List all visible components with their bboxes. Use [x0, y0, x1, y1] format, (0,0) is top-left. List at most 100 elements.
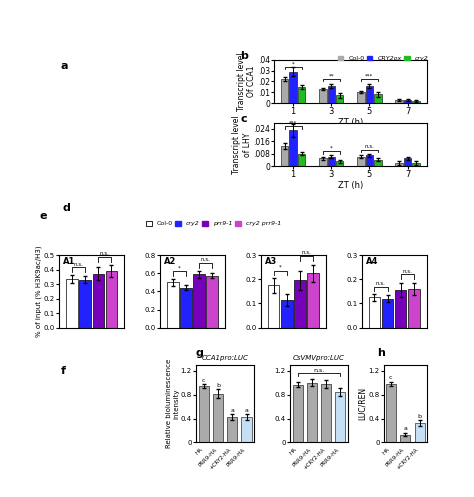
Bar — [227, 417, 237, 442]
Text: a: a — [245, 408, 248, 413]
Text: A4: A4 — [365, 257, 378, 266]
Text: a: a — [230, 408, 234, 413]
Text: a: a — [61, 61, 68, 71]
Text: d: d — [63, 203, 71, 214]
Bar — [292, 385, 302, 442]
Text: +CRY2-HA: +CRY2-HA — [396, 447, 419, 471]
Text: *: * — [178, 265, 181, 270]
Bar — [374, 160, 382, 166]
Text: ***: *** — [365, 73, 374, 78]
Bar — [395, 100, 403, 103]
Bar — [241, 417, 252, 442]
Text: h: h — [377, 347, 385, 358]
Bar — [319, 159, 327, 166]
Text: n.s.: n.s. — [100, 251, 110, 256]
Bar — [193, 274, 205, 328]
Bar — [180, 288, 192, 328]
Text: n.s.: n.s. — [73, 261, 83, 266]
Text: n.s.: n.s. — [313, 367, 325, 373]
Text: n.s.: n.s. — [376, 281, 386, 286]
Text: c: c — [240, 114, 247, 124]
Y-axis label: % of input (% H3K9ac/H3): % of input (% H3K9ac/H3) — [36, 246, 43, 337]
Text: f: f — [60, 366, 65, 376]
Text: b: b — [240, 51, 248, 61]
Text: PRR9-HA: PRR9-HA — [197, 447, 218, 468]
Legend: Col-0, cry2, prr9-1, cry2 prr9-1: Col-0, cry2, prr9-1, cry2 prr9-1 — [144, 218, 283, 229]
Text: n.s.: n.s. — [201, 257, 210, 262]
Bar — [400, 434, 410, 442]
X-axis label: ZT (h): ZT (h) — [337, 118, 363, 127]
Text: PRR9-HA: PRR9-HA — [292, 447, 312, 468]
Text: HA: HA — [289, 447, 298, 456]
Text: A1: A1 — [63, 257, 75, 266]
Bar — [395, 163, 403, 166]
Text: a: a — [403, 426, 407, 431]
Y-axis label: Transcript level
Of CCA1: Transcript level Of CCA1 — [237, 52, 256, 111]
Bar — [328, 85, 335, 103]
Text: b: b — [418, 414, 422, 419]
Bar — [386, 384, 396, 442]
Text: n.s.: n.s. — [402, 268, 412, 273]
Text: PRR9-HA: PRR9-HA — [320, 447, 340, 468]
Y-axis label: Transcript level
of LHY: Transcript level of LHY — [232, 115, 252, 173]
Bar — [92, 274, 104, 328]
Text: A3: A3 — [264, 257, 277, 266]
Bar — [290, 130, 297, 166]
Bar — [357, 92, 365, 103]
Bar — [374, 94, 382, 103]
Bar — [319, 89, 327, 103]
Bar — [395, 290, 407, 328]
Text: *: * — [330, 146, 333, 151]
Bar — [321, 384, 331, 442]
Bar — [366, 85, 373, 103]
Text: HA: HA — [194, 447, 204, 456]
Bar — [281, 146, 288, 166]
Text: c: c — [389, 375, 392, 380]
Text: PRR9-HA: PRR9-HA — [385, 447, 405, 468]
Bar — [357, 157, 365, 166]
Bar — [307, 383, 317, 442]
Bar — [213, 394, 223, 442]
Bar — [404, 159, 411, 166]
Text: CCA1pro:LUC: CCA1pro:LUC — [201, 355, 248, 361]
Y-axis label: Relative bioluminescence
intensity: Relative bioluminescence intensity — [166, 359, 179, 448]
Bar — [412, 163, 419, 166]
Bar — [336, 95, 343, 103]
Text: b: b — [216, 383, 220, 388]
Text: *: * — [292, 61, 294, 66]
Bar — [336, 392, 346, 442]
Bar — [290, 72, 297, 103]
Bar — [412, 101, 419, 103]
Text: e: e — [40, 211, 47, 221]
Bar — [281, 79, 288, 103]
Bar — [207, 275, 218, 328]
Text: +CRY2-HA: +CRY2-HA — [209, 447, 232, 471]
Text: A2: A2 — [164, 257, 176, 266]
Bar — [79, 280, 91, 328]
Text: PRR9-HA: PRR9-HA — [226, 447, 246, 468]
Bar — [408, 289, 419, 328]
Bar — [404, 100, 411, 103]
Bar — [294, 280, 306, 328]
Text: +CRY2-HA: +CRY2-HA — [302, 447, 326, 471]
Bar — [298, 154, 305, 166]
Text: g: g — [196, 347, 204, 358]
Bar — [268, 285, 279, 328]
Bar — [199, 386, 209, 442]
Bar — [298, 87, 305, 103]
Text: **: ** — [328, 73, 334, 78]
Bar — [415, 423, 425, 442]
Y-axis label: LUC/REN: LUC/REN — [358, 387, 367, 420]
Bar — [336, 162, 343, 166]
Text: c: c — [202, 378, 205, 383]
Text: *: * — [279, 265, 282, 270]
Bar — [382, 299, 393, 328]
Bar — [366, 155, 373, 166]
Bar — [106, 271, 117, 328]
Text: HA: HA — [382, 447, 391, 456]
Text: ***: *** — [289, 121, 297, 126]
Bar — [369, 297, 380, 328]
Bar — [66, 279, 78, 328]
Bar — [328, 157, 335, 166]
Bar — [307, 273, 319, 328]
